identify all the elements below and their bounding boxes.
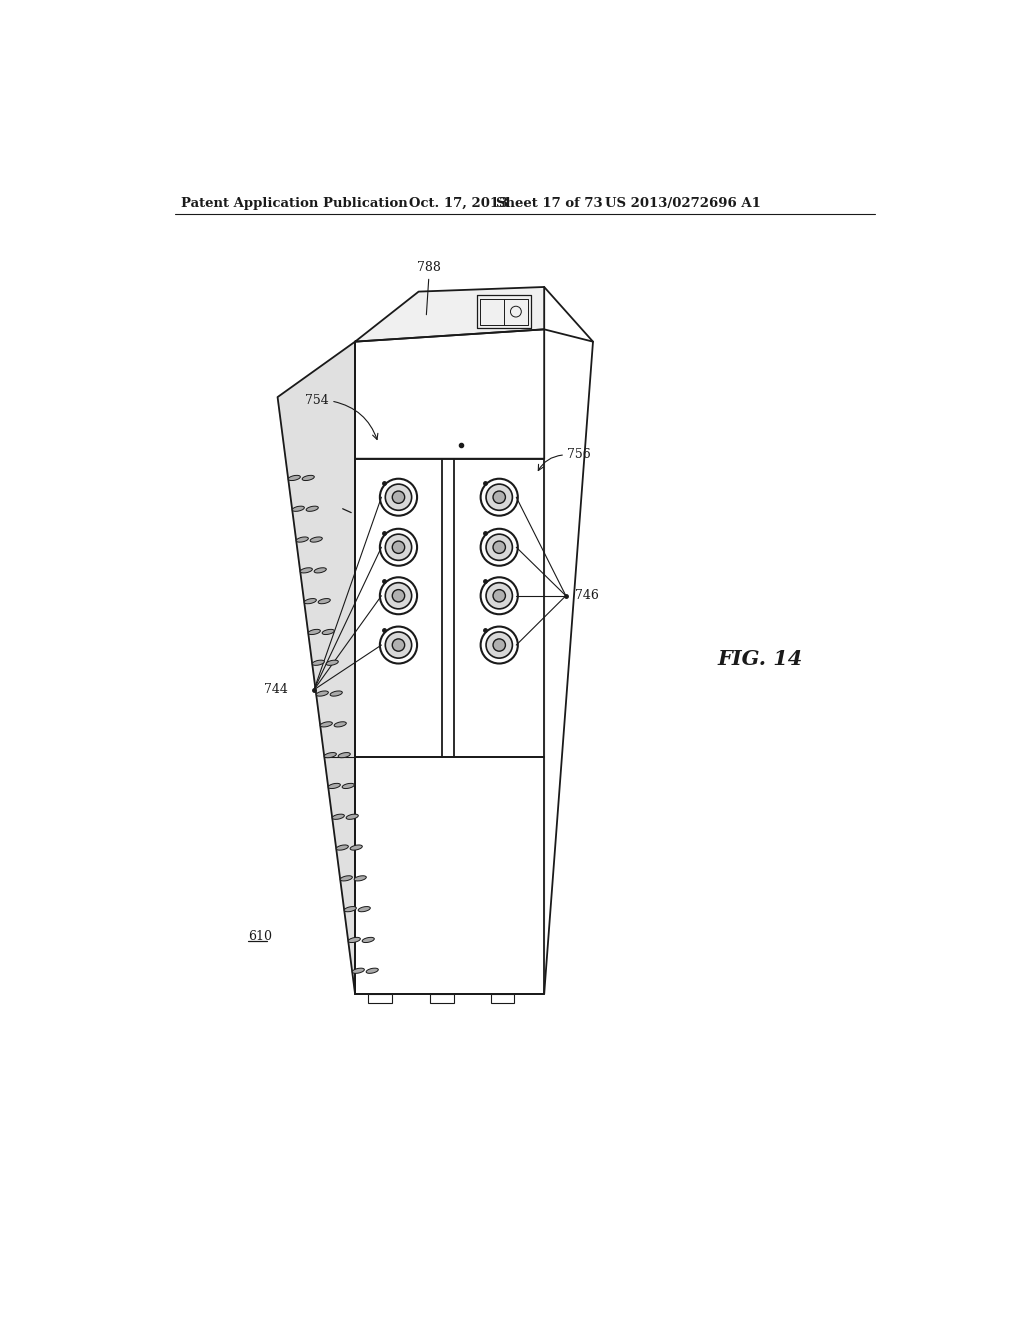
- Circle shape: [385, 484, 412, 511]
- Ellipse shape: [314, 568, 327, 573]
- Bar: [430, 994, 454, 1003]
- Ellipse shape: [306, 506, 318, 511]
- Text: FIG. 14: FIG. 14: [717, 649, 802, 669]
- Polygon shape: [355, 286, 544, 342]
- Ellipse shape: [302, 475, 314, 480]
- Circle shape: [392, 491, 404, 503]
- Text: 788: 788: [417, 261, 440, 275]
- Ellipse shape: [330, 690, 342, 696]
- Circle shape: [486, 484, 512, 511]
- Circle shape: [392, 541, 404, 553]
- Polygon shape: [278, 342, 355, 994]
- Ellipse shape: [352, 968, 365, 973]
- Text: 756: 756: [566, 449, 591, 462]
- Circle shape: [392, 639, 404, 651]
- Text: Patent Application Publication: Patent Application Publication: [180, 197, 408, 210]
- Text: US 2013/0272696 A1: US 2013/0272696 A1: [604, 197, 761, 210]
- Ellipse shape: [325, 752, 336, 758]
- Ellipse shape: [308, 630, 321, 635]
- Circle shape: [493, 541, 506, 553]
- Bar: [490, 994, 514, 1003]
- Ellipse shape: [300, 568, 312, 573]
- Bar: [369, 994, 391, 1003]
- Ellipse shape: [323, 630, 334, 635]
- Ellipse shape: [346, 814, 358, 820]
- Ellipse shape: [340, 875, 352, 880]
- Ellipse shape: [354, 875, 367, 880]
- Text: 744: 744: [263, 684, 288, 696]
- Ellipse shape: [367, 968, 378, 973]
- Ellipse shape: [312, 660, 325, 665]
- Ellipse shape: [350, 845, 362, 850]
- Ellipse shape: [304, 598, 316, 603]
- Ellipse shape: [336, 845, 348, 850]
- Ellipse shape: [296, 537, 308, 543]
- Ellipse shape: [338, 752, 350, 758]
- Circle shape: [385, 535, 412, 561]
- Ellipse shape: [321, 722, 333, 727]
- Ellipse shape: [348, 937, 360, 942]
- Ellipse shape: [358, 907, 371, 912]
- Text: 754: 754: [305, 395, 329, 408]
- Text: Sheet 17 of 73: Sheet 17 of 73: [496, 197, 603, 210]
- Circle shape: [493, 590, 506, 602]
- Ellipse shape: [326, 660, 338, 665]
- Ellipse shape: [316, 690, 329, 696]
- Ellipse shape: [288, 475, 300, 480]
- Ellipse shape: [362, 937, 375, 942]
- Text: 610: 610: [248, 929, 272, 942]
- Ellipse shape: [334, 722, 346, 727]
- Circle shape: [486, 632, 512, 659]
- Circle shape: [493, 639, 506, 651]
- Text: 746: 746: [575, 589, 599, 602]
- Ellipse shape: [344, 907, 356, 912]
- Ellipse shape: [342, 783, 354, 788]
- Circle shape: [486, 535, 512, 561]
- Ellipse shape: [292, 506, 304, 511]
- Ellipse shape: [318, 598, 331, 603]
- Circle shape: [493, 491, 506, 503]
- Ellipse shape: [310, 537, 323, 543]
- Circle shape: [486, 582, 512, 609]
- Circle shape: [385, 632, 412, 659]
- Circle shape: [385, 582, 412, 609]
- Ellipse shape: [332, 814, 344, 820]
- Text: Oct. 17, 2013: Oct. 17, 2013: [409, 197, 508, 210]
- Ellipse shape: [328, 783, 340, 788]
- Circle shape: [392, 590, 404, 602]
